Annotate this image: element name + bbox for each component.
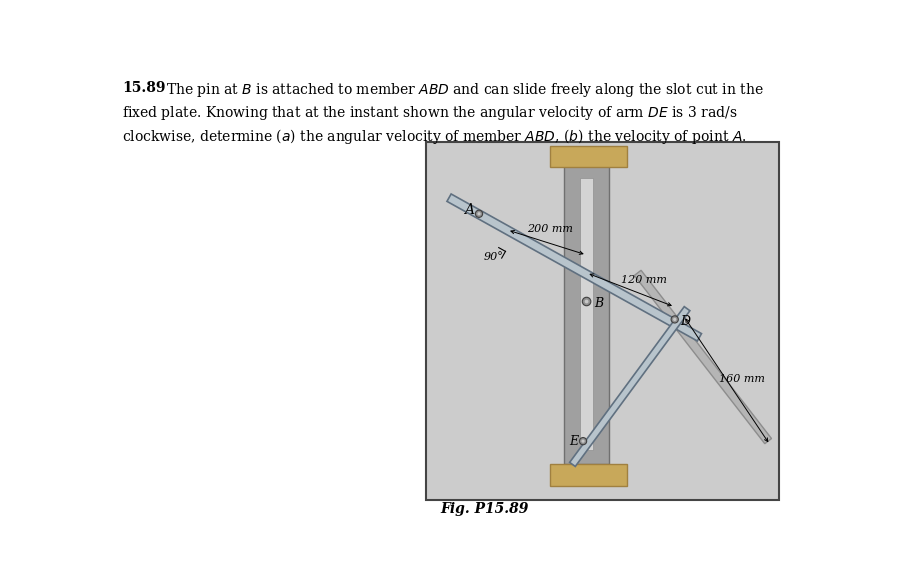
Bar bbox=[550, 146, 627, 167]
Bar bbox=[550, 465, 627, 486]
Circle shape bbox=[671, 316, 678, 323]
Text: clockwise, determine ($a$) the angular velocity of member $ABD$, ($b$) the veloc: clockwise, determine ($a$) the angular v… bbox=[122, 127, 747, 146]
Text: 160 mm: 160 mm bbox=[719, 374, 765, 384]
Circle shape bbox=[579, 437, 586, 445]
Text: 90°: 90° bbox=[484, 252, 504, 262]
Bar bbox=[580, 178, 593, 450]
Circle shape bbox=[475, 210, 482, 218]
Text: 200 mm: 200 mm bbox=[527, 224, 573, 234]
Text: D: D bbox=[680, 315, 690, 328]
Circle shape bbox=[582, 298, 591, 306]
Text: 120 mm: 120 mm bbox=[621, 275, 666, 285]
Text: E: E bbox=[569, 435, 578, 447]
Circle shape bbox=[674, 318, 676, 321]
Text: Fig. P15.89: Fig. P15.89 bbox=[440, 502, 528, 516]
Text: 15.89: 15.89 bbox=[122, 81, 166, 95]
Polygon shape bbox=[634, 270, 771, 444]
Circle shape bbox=[585, 300, 588, 303]
Bar bbox=[564, 163, 610, 465]
Polygon shape bbox=[569, 306, 690, 466]
Text: fixed plate. Knowing that at the instant shown the angular velocity of arm $DE$ : fixed plate. Knowing that at the instant… bbox=[122, 103, 738, 122]
Bar bbox=[427, 142, 779, 500]
Text: A: A bbox=[464, 203, 474, 217]
Text: The pin at $B$ is attached to member $ABD$ and can slide freely along the slot c: The pin at $B$ is attached to member $AB… bbox=[166, 81, 764, 99]
Polygon shape bbox=[447, 194, 701, 341]
Circle shape bbox=[478, 212, 480, 215]
Circle shape bbox=[581, 439, 585, 443]
Text: B: B bbox=[594, 298, 603, 310]
